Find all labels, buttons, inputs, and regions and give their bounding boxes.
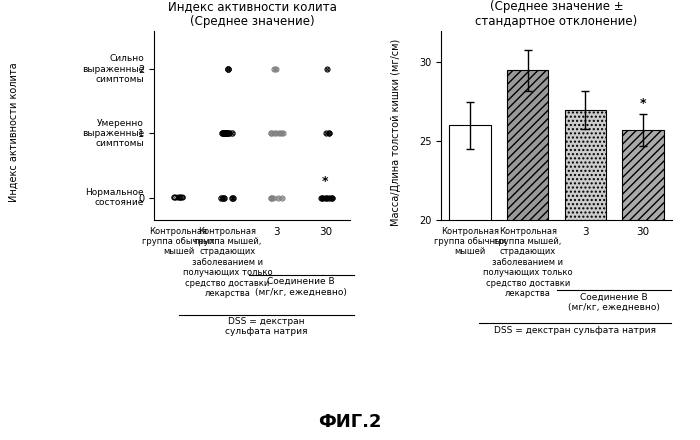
Text: Контрольная
группа мышей,
страдающих
заболеванием и
получающих только
средство д: Контрольная группа мышей, страдающих заб… bbox=[483, 227, 573, 298]
Point bbox=[169, 194, 181, 201]
Point bbox=[223, 130, 234, 137]
Point bbox=[268, 66, 279, 73]
Point bbox=[324, 194, 335, 201]
Text: Сильно
выраженные
симптомы: Сильно выраженные симптомы bbox=[82, 55, 144, 84]
Point bbox=[172, 194, 183, 201]
Text: DSS = декстран
сульфата натрия: DSS = декстран сульфата натрия bbox=[225, 317, 307, 336]
Point bbox=[226, 194, 237, 201]
Point bbox=[226, 130, 237, 137]
Point bbox=[278, 130, 289, 137]
Point bbox=[268, 130, 279, 137]
Point bbox=[174, 194, 185, 201]
Point bbox=[221, 130, 232, 137]
Point bbox=[219, 130, 230, 137]
Point bbox=[327, 194, 338, 201]
Point bbox=[276, 194, 288, 201]
Point bbox=[321, 66, 332, 73]
Point bbox=[271, 66, 282, 73]
Point bbox=[216, 194, 227, 201]
Point bbox=[218, 194, 229, 201]
Text: *: * bbox=[322, 175, 329, 188]
Point bbox=[265, 194, 276, 201]
Point bbox=[222, 66, 233, 73]
Text: Контрольная
группа обычных
мышей: Контрольная группа обычных мышей bbox=[142, 227, 215, 257]
Point bbox=[221, 130, 232, 137]
Text: Контрольная
группа обычных
мышей: Контрольная группа обычных мышей bbox=[433, 227, 506, 257]
Point bbox=[176, 194, 188, 201]
Text: DSS = декстран сульфата натрия: DSS = декстран сульфата натрия bbox=[494, 326, 656, 334]
Point bbox=[220, 130, 231, 137]
Point bbox=[218, 130, 229, 137]
Text: Индекс активности колита: Индекс активности колита bbox=[9, 62, 19, 202]
Point bbox=[228, 194, 239, 201]
Title: Индекс активности колита
(Среднее значение): Индекс активности колита (Среднее значен… bbox=[167, 0, 337, 28]
Point bbox=[267, 194, 278, 201]
Point bbox=[326, 194, 337, 201]
Bar bbox=[507, 70, 548, 440]
Bar bbox=[565, 110, 606, 440]
Text: 3: 3 bbox=[582, 227, 589, 237]
Text: ФИГ.2: ФИГ.2 bbox=[318, 413, 382, 431]
Point bbox=[177, 194, 188, 201]
Point bbox=[174, 194, 185, 201]
Point bbox=[175, 194, 186, 201]
Point bbox=[175, 194, 186, 201]
Point bbox=[216, 130, 228, 137]
Point bbox=[265, 130, 276, 137]
Point bbox=[223, 130, 235, 137]
Point bbox=[274, 130, 285, 137]
Text: Умеренно
выраженные
симптомы: Умеренно выраженные симптомы bbox=[82, 118, 144, 148]
Point bbox=[217, 130, 228, 137]
Text: *: * bbox=[640, 97, 646, 110]
Point bbox=[272, 194, 284, 201]
Title: Масса/Длина дистальных
отделов толстой кишки
(Среднее значение ±
стандартное отк: Масса/Длина дистальных отделов толстой к… bbox=[475, 0, 638, 28]
Point bbox=[323, 130, 335, 137]
Point bbox=[218, 194, 230, 201]
Point bbox=[270, 130, 281, 137]
Point bbox=[321, 130, 332, 137]
Text: Контрольная
группа мышей,
страдающих
заболеванием и
получающих только
средство д: Контрольная группа мышей, страдающих заб… bbox=[183, 227, 272, 298]
Point bbox=[266, 194, 277, 201]
Text: 30: 30 bbox=[319, 227, 332, 237]
Point bbox=[323, 130, 334, 137]
Point bbox=[322, 194, 333, 201]
Bar bbox=[622, 130, 664, 440]
Point bbox=[321, 194, 332, 201]
Text: 30: 30 bbox=[636, 227, 650, 237]
Point bbox=[315, 194, 326, 201]
Point bbox=[316, 194, 328, 201]
Point bbox=[317, 194, 328, 201]
Text: 3: 3 bbox=[273, 227, 280, 237]
Text: Соединение В
(мг/кг, ежедневно): Соединение В (мг/кг, ежедневно) bbox=[255, 277, 347, 297]
Point bbox=[169, 194, 180, 201]
Point bbox=[275, 130, 286, 137]
Point bbox=[320, 194, 331, 201]
Bar bbox=[449, 125, 491, 440]
Text: Масса/Длина толстой кишки (мг/см): Масса/Длина толстой кишки (мг/см) bbox=[391, 38, 400, 226]
Text: Соединение В
(мг/кг, ежедневно): Соединение В (мг/кг, ежедневно) bbox=[568, 293, 660, 312]
Point bbox=[265, 130, 276, 137]
Point bbox=[169, 194, 181, 201]
Text: Нормальное
состояние: Нормальное состояние bbox=[85, 188, 144, 207]
Point bbox=[223, 66, 234, 73]
Point bbox=[219, 130, 230, 137]
Point bbox=[219, 130, 230, 137]
